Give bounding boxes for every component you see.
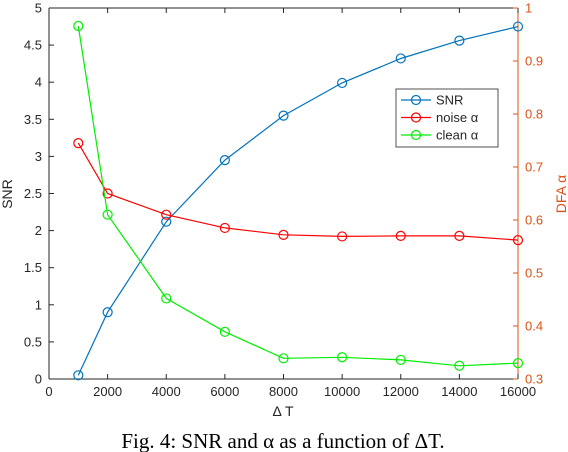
x-tick-label: 16000 [500, 384, 536, 399]
legend: SNR noise α clean α [395, 88, 499, 148]
data-point [73, 370, 84, 381]
data-point [395, 53, 406, 64]
data-point [102, 307, 113, 318]
legend-entry: SNR [401, 93, 463, 108]
series-snr [73, 21, 524, 381]
data-point [161, 293, 172, 304]
x-tick-label: 4000 [152, 384, 181, 399]
y2-tick-label: 0.8 [525, 107, 543, 122]
data-point [278, 110, 289, 121]
data-point [278, 353, 289, 364]
data-point [395, 230, 406, 241]
data-point [102, 188, 113, 199]
series-layer [73, 20, 524, 381]
legend-label: clean α [436, 128, 479, 143]
y-axis-label: SNR [0, 179, 15, 209]
y-tick-label: 0 [35, 372, 42, 387]
data-point [161, 216, 172, 227]
y-tick-label: 0.5 [24, 334, 42, 349]
data-point [278, 229, 289, 240]
data-point [454, 360, 465, 371]
data-point [219, 222, 230, 234]
x-tick-label: 14000 [441, 384, 477, 399]
y2-tick-label: 1 [525, 1, 532, 16]
x-tick-label: 10000 [324, 384, 360, 399]
x-tick-label: 12000 [383, 384, 419, 399]
data-point [337, 77, 348, 89]
series-clean [73, 20, 524, 371]
series-line [77, 26, 519, 376]
y2-axis-label: DFA α [553, 175, 568, 213]
series-line [77, 25, 519, 367]
x-tick-label: 6000 [210, 384, 239, 399]
y-tick-label: 5 [35, 1, 42, 16]
data-point [161, 209, 172, 220]
y2-tick-label: 0.4 [525, 319, 543, 334]
data-point [454, 35, 465, 46]
data-point [219, 326, 230, 337]
x-tick-label: 8000 [269, 384, 298, 399]
x-axis-label: Δ T [272, 403, 293, 419]
legend-marker [410, 94, 422, 106]
legend-entry: clean α [401, 128, 479, 143]
data-point [219, 155, 230, 166]
plot-area [49, 8, 518, 379]
data-point [73, 20, 84, 32]
legend-marker [410, 112, 422, 123]
series-noise [73, 138, 524, 246]
data-point [512, 235, 524, 246]
x-tick-label: 0 [45, 384, 52, 399]
x-tick-label: 2000 [93, 384, 122, 399]
y-tick-label: 1.5 [24, 260, 42, 275]
y2-tick-label: 0.6 [525, 213, 543, 228]
legend-marker [410, 129, 422, 141]
data-point [73, 138, 84, 149]
y-tick-label: 3.5 [24, 112, 42, 127]
y-tick-label: 4.5 [24, 38, 42, 53]
legend-label: noise α [436, 110, 479, 125]
data-point [454, 230, 465, 241]
legend-label: SNR [436, 93, 463, 108]
figure-caption: Fig. 4: SNR and α as a function of ΔT. [121, 429, 444, 452]
legend-box [395, 88, 499, 148]
data-point [337, 352, 348, 363]
y-tick-label: 2.5 [24, 186, 42, 201]
y-tick-label: 2 [35, 223, 42, 238]
series-line [77, 142, 519, 241]
data-point [512, 358, 524, 369]
data-point [512, 21, 524, 32]
y2-tick-label: 0.7 [525, 160, 543, 175]
y2-tick-label: 0.5 [525, 266, 543, 281]
y-tick-label: 1 [35, 297, 42, 312]
data-point [395, 354, 406, 366]
y-tick-label: 3 [35, 149, 42, 164]
data-point [102, 209, 113, 220]
axes: 0 2000 4000 6000 8000 10000 12000 14000 16000 0 0.… [24, 1, 543, 400]
data-point [337, 231, 348, 242]
y-tick-label: 4 [35, 75, 42, 90]
legend-entry: noise α [401, 110, 479, 125]
y2-tick-label: 0.9 [525, 54, 543, 69]
y2-tick-label: 0.3 [525, 372, 543, 387]
